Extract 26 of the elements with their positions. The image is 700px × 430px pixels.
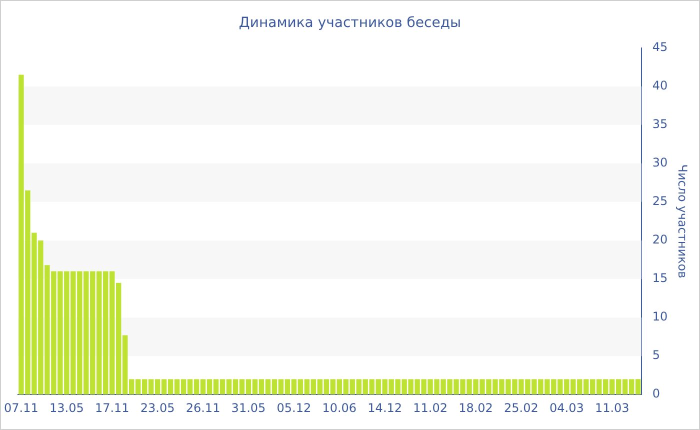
y-tick-label: 0 xyxy=(652,386,660,401)
x-tick-label: 23.05 xyxy=(140,400,175,415)
x-tick-label: 26.11 xyxy=(186,400,220,415)
x-tick-label: 17.11 xyxy=(94,400,130,415)
y-tick-label: 35 xyxy=(652,116,668,131)
x-tick-label: 04.03 xyxy=(549,400,584,415)
y-tick-label: 45 xyxy=(652,40,668,54)
y-tick-label: 5 xyxy=(652,348,660,362)
chart-title: Динамика участников беседы xyxy=(238,15,462,32)
x-tick-label: 18.02 xyxy=(458,400,493,415)
y-tick-label: 30 xyxy=(652,156,668,170)
y-tick-label: 25 xyxy=(652,194,668,208)
x-tick-label: 10.06 xyxy=(322,400,357,415)
y-axis-title: Число участников xyxy=(676,164,690,278)
y-tick-label: 15 xyxy=(652,271,668,286)
y-tick-label: 20 xyxy=(652,232,668,247)
x-tick-label: 31.05 xyxy=(231,400,266,415)
y-tick-label: 10 xyxy=(652,310,668,324)
x-tick-label: 14.12 xyxy=(368,400,402,415)
x-tick-label: 07.11 xyxy=(4,400,38,415)
y-tick-label: 40 xyxy=(652,78,668,92)
x-tick-label: 11.03 xyxy=(594,400,630,415)
x-tick-label: 05.12 xyxy=(276,400,312,415)
x-tick-label: 25.02 xyxy=(504,400,538,415)
x-tick-label: 11.02 xyxy=(413,400,448,415)
x-tick-label: 13.05 xyxy=(49,400,84,415)
